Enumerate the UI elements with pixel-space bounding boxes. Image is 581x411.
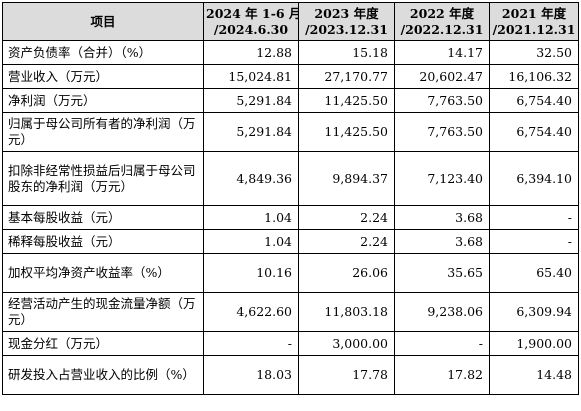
header-period-2021: 2021 年度 /2021.12.31	[489, 2, 579, 41]
row-label: 营业收入（万元）	[2, 64, 204, 89]
cell-value: 18.03	[203, 355, 299, 395]
period-date: /2022.12.31	[400, 21, 484, 37]
cell-value: 3.68	[394, 229, 490, 254]
table-row: 经营活动产生的现金流量净额（万元） 4,622.60 11,803.18 9,2…	[2, 292, 579, 332]
cell-value: 4,849.36	[203, 151, 299, 206]
cell-value: 16,106.32	[489, 64, 579, 89]
cell-value: 9,894.37	[298, 151, 395, 206]
cell-value: -	[489, 205, 579, 230]
cell-value: 20,602.47	[394, 64, 490, 89]
table-row: 现金分红（万元） - 3,000.00 - 1,900.00	[2, 331, 579, 356]
cell-value: 27,170.77	[298, 64, 395, 89]
header-period-2022: 2022 年度 /2022.12.31	[394, 2, 490, 41]
row-label: 现金分红（万元）	[2, 331, 204, 356]
cell-value: 6,754.40	[489, 112, 579, 152]
cell-value: 9,238.06	[394, 292, 490, 332]
table-row: 加权平均净资产收益率（%） 10.16 26.06 35.65 65.40	[2, 253, 579, 293]
cell-value: 12.88	[203, 40, 299, 65]
table-row: 营业收入（万元） 15,024.81 27,170.77 20,602.47 1…	[2, 64, 579, 89]
cell-value: 15.18	[298, 40, 395, 65]
row-label: 归属于母公司所有者的净利润（万元）	[2, 112, 204, 152]
cell-value: 17.78	[298, 355, 395, 395]
period-label: 2022 年度	[409, 5, 475, 21]
cell-value: 2.24	[298, 229, 395, 254]
cell-value: 32.50	[489, 40, 579, 65]
period-date: /2023.12.31	[305, 21, 388, 37]
cell-value: 10.16	[203, 253, 299, 293]
table-row: 研发投入占营业收入的比例（%） 18.03 17.78 17.82 14.48	[2, 355, 579, 395]
cell-value: 6,754.40	[489, 88, 579, 113]
cell-value: 65.40	[489, 253, 579, 293]
cell-value: 11,425.50	[298, 88, 395, 113]
cell-value: 11,803.18	[298, 292, 395, 332]
cell-value: 3.68	[394, 205, 490, 230]
period-label: 2023 年度	[314, 5, 379, 21]
cell-value: -	[489, 229, 579, 254]
cell-value: 6,309.94	[489, 292, 579, 332]
cell-value: 35.65	[394, 253, 490, 293]
cell-value: 1,900.00	[489, 331, 579, 356]
cell-value: 5,291.84	[203, 112, 299, 152]
period-label: 2021 年度	[501, 5, 567, 21]
header-row: 项目 2024 年 1-6 月 /2024.6.30 2023 年度 /2023…	[2, 2, 579, 41]
cell-value: 1.04	[203, 229, 299, 254]
table-row: 基本每股收益（元） 1.04 2.24 3.68 -	[2, 205, 579, 230]
cell-value: 15,024.81	[203, 64, 299, 89]
cell-value: 7,123.40	[394, 151, 490, 206]
row-label: 稀释每股收益（元）	[2, 229, 204, 254]
table-row: 扣除非经常性损益后归属于母公司股东的净利润（万元） 4,849.36 9,894…	[2, 151, 579, 206]
period-label: 2024 年 1-6 月	[206, 5, 299, 21]
cell-value: -	[394, 331, 490, 356]
row-label: 净利润（万元）	[2, 88, 204, 113]
cell-value: 14.17	[394, 40, 490, 65]
table-row: 归属于母公司所有者的净利润（万元） 5,291.84 11,425.50 7,7…	[2, 112, 579, 152]
cell-value: 11,425.50	[298, 112, 395, 152]
row-label: 基本每股收益（元）	[2, 205, 204, 230]
cell-value: -	[203, 331, 299, 356]
table-row: 资产负债率（合并）（%） 12.88 15.18 14.17 32.50	[2, 40, 579, 65]
cell-value: 14.48	[489, 355, 579, 395]
row-label: 扣除非经常性损益后归属于母公司股东的净利润（万元）	[2, 151, 204, 206]
row-label: 经营活动产生的现金流量净额（万元）	[2, 292, 204, 332]
row-label: 研发投入占营业收入的比例（%）	[2, 355, 204, 395]
table-row: 稀释每股收益（元） 1.04 2.24 3.68 -	[2, 229, 579, 254]
cell-value: 7,763.50	[394, 88, 490, 113]
table-header: 项目 2024 年 1-6 月 /2024.6.30 2023 年度 /2023…	[2, 2, 579, 41]
period-date: /2024.6.30	[213, 21, 289, 37]
period-date: /2021.12.31	[492, 21, 576, 37]
cell-value: 1.04	[203, 205, 299, 230]
financial-indicators-table: 项目 2024 年 1-6 月 /2024.6.30 2023 年度 /2023…	[2, 2, 579, 395]
cell-value: 26.06	[298, 253, 395, 293]
cell-value: 5,291.84	[203, 88, 299, 113]
table-row: 净利润（万元） 5,291.84 11,425.50 7,763.50 6,75…	[2, 88, 579, 113]
header-period-2023: 2023 年度 /2023.12.31	[298, 2, 395, 41]
cell-value: 2.24	[298, 205, 395, 230]
row-label: 资产负债率（合并）（%）	[2, 40, 204, 65]
cell-value: 17.82	[394, 355, 490, 395]
cell-value: 7,763.50	[394, 112, 490, 152]
cell-value: 6,394.10	[489, 151, 579, 206]
table-body: 资产负债率（合并）（%） 12.88 15.18 14.17 32.50 营业收…	[2, 40, 579, 395]
row-label: 加权平均净资产收益率（%）	[2, 253, 204, 293]
cell-value: 4,622.60	[203, 292, 299, 332]
header-item: 项目	[2, 2, 204, 41]
header-period-2024h1: 2024 年 1-6 月 /2024.6.30	[203, 2, 299, 41]
cell-value: 3,000.00	[298, 331, 395, 356]
